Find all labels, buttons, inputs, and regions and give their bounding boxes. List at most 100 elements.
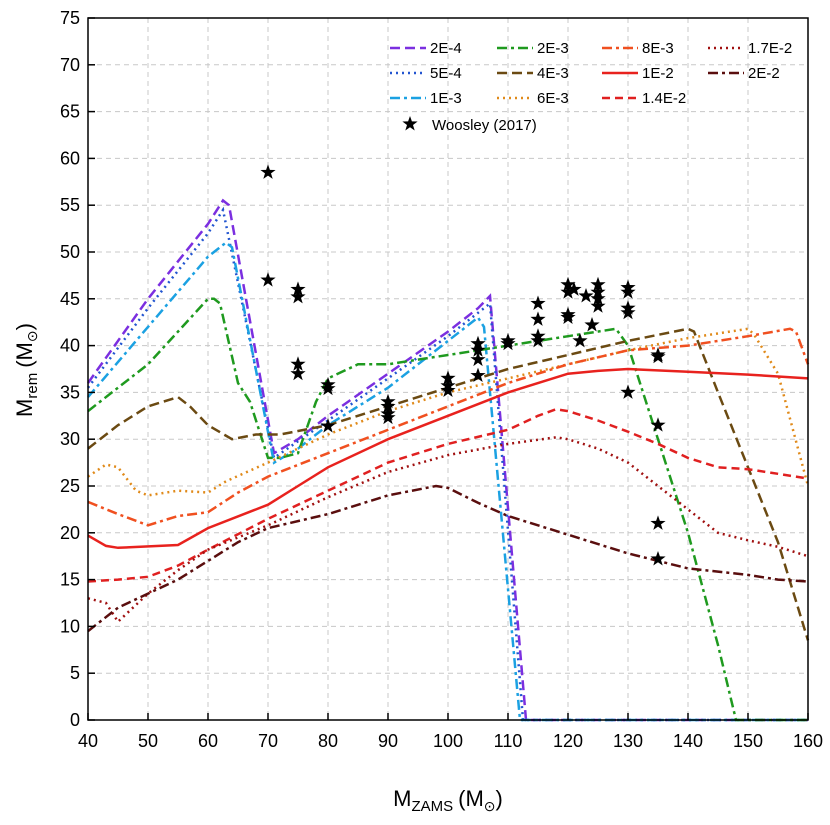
x-tick-label: 80 xyxy=(318,731,338,751)
series-line xyxy=(87,407,809,583)
series-line xyxy=(87,484,809,633)
y-label-sun: ⊙ xyxy=(24,330,40,342)
legend-label: 4E-3 xyxy=(537,65,569,82)
x-label-close: ) xyxy=(496,786,503,811)
series-line xyxy=(87,327,810,527)
axes: 40 50 60 70 80 90 100 110 120 130 140 150 160 0 5 10 15 2… xyxy=(60,8,823,751)
scatter-point xyxy=(380,409,396,425)
scatter-point xyxy=(470,342,486,357)
y-tick-label: 0 xyxy=(70,710,80,730)
y-tick-label: 45 xyxy=(60,289,80,309)
x-tick-label: 130 xyxy=(613,731,643,751)
legend-label: 1E-2 xyxy=(642,65,674,82)
x-axis-label: MZAMS (M⊙) xyxy=(393,786,503,815)
legend-label: 1.4E-2 xyxy=(642,90,686,107)
scatter-point xyxy=(572,332,588,348)
scatter-point xyxy=(290,281,306,296)
legend-label: 2E-3 xyxy=(537,40,569,57)
x-label-sun: ⊙ xyxy=(484,798,496,814)
scatter-point xyxy=(260,272,276,287)
y-tick-label: 15 xyxy=(60,570,80,590)
y-label-sub: rem xyxy=(24,373,41,399)
y-tick-label: 40 xyxy=(60,336,80,356)
y-label-unit: (M xyxy=(12,342,37,368)
scatter-point xyxy=(470,351,486,367)
scatter-point xyxy=(590,276,606,292)
scatter-point xyxy=(560,276,576,292)
y-tick-label: 55 xyxy=(60,195,80,215)
x-tick-label: 70 xyxy=(258,731,278,751)
x-label-main: M xyxy=(393,786,411,811)
scatter-point xyxy=(590,290,606,306)
y-tick-label: 35 xyxy=(60,382,80,402)
scatter-point xyxy=(290,365,306,381)
scatter-point xyxy=(650,551,666,566)
scatter-point xyxy=(650,515,666,530)
x-tick-label: 160 xyxy=(793,731,823,751)
x-tick-label: 50 xyxy=(138,731,158,751)
x-tick-label: 90 xyxy=(378,731,398,751)
scatter-point xyxy=(578,288,594,303)
scatter-point xyxy=(650,348,666,364)
scatter xyxy=(260,164,666,566)
y-axis-label: Mrem (M⊙) xyxy=(12,323,41,417)
series-line xyxy=(87,241,808,722)
lines xyxy=(86,198,810,722)
scatter-point xyxy=(560,284,576,299)
x-tick-label: 100 xyxy=(433,731,463,751)
scatter-point xyxy=(560,309,576,324)
legend-label: Woosley (2017) xyxy=(432,117,537,134)
scatter-point xyxy=(620,284,636,299)
y-label-close: ) xyxy=(12,323,37,330)
series-line xyxy=(87,206,808,722)
y-tick-label: 10 xyxy=(60,616,80,636)
scatter-point xyxy=(620,384,636,399)
y-tick-label: 60 xyxy=(60,148,80,168)
x-tick-label: 140 xyxy=(673,731,703,751)
series-line xyxy=(87,436,809,624)
scatter-point xyxy=(320,418,336,433)
y-tick-label: 75 xyxy=(60,8,80,28)
scatter-point xyxy=(566,281,582,296)
y-tick-label: 25 xyxy=(60,476,80,496)
scatter-point xyxy=(500,335,516,351)
scatter-point xyxy=(440,370,456,385)
scatter-point xyxy=(440,382,456,397)
legend-label: 1.7E-2 xyxy=(748,40,792,57)
y-tick-label: 30 xyxy=(60,429,80,449)
x-tick-label: 110 xyxy=(494,731,523,751)
scatter-point xyxy=(380,398,396,413)
x-tick-label: 150 xyxy=(733,731,763,751)
x-tick-label: 120 xyxy=(553,731,583,751)
legend-label: 5E-4 xyxy=(430,65,462,82)
y-label-main: M xyxy=(12,399,37,417)
scatter-point xyxy=(530,311,546,326)
x-label-unit: (M xyxy=(458,786,484,811)
scatter-point xyxy=(470,367,486,382)
legend-label: 6E-3 xyxy=(537,90,569,107)
scatter-point xyxy=(530,295,546,310)
scatter-point xyxy=(620,304,636,320)
y-tick-label: 70 xyxy=(60,55,80,75)
scatter-point xyxy=(530,332,546,348)
scatter-point xyxy=(260,164,276,179)
x-tick-label: 60 xyxy=(198,731,218,751)
legend-star xyxy=(402,116,418,131)
y-tick-label: 20 xyxy=(60,523,80,543)
scatter-point xyxy=(290,288,306,304)
series-line xyxy=(87,367,809,550)
scatter-point xyxy=(590,298,606,313)
y-tick-label: 65 xyxy=(60,102,80,122)
scatter-point xyxy=(320,380,336,396)
x-label-sub: ZAMS xyxy=(411,798,453,815)
x-tick-label: 40 xyxy=(78,731,98,751)
legend-label: 2E-4 xyxy=(430,40,462,57)
legend-label: 1E-3 xyxy=(430,90,462,107)
y-tick-label: 50 xyxy=(60,242,80,262)
scatter-point xyxy=(290,356,306,371)
scatter-point xyxy=(650,417,666,432)
scatter-point xyxy=(584,317,600,332)
legend: 2E-4 5E-4 1E-3 2E-3 4E-3 6E-3 8E-3 1E-2 1.4E-2 1.… xyxy=(390,40,792,134)
